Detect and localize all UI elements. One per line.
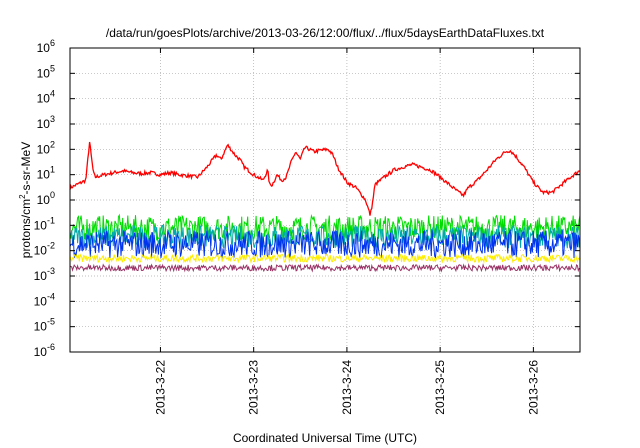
y-tick-label: 100 xyxy=(37,190,55,207)
y-tick-label: 10-4 xyxy=(34,291,55,308)
x-tick-label: 2013-3-23 xyxy=(247,360,261,415)
y-axis-label-sup: 2 xyxy=(18,194,27,199)
svg-text:protons/cm2-s-sr-MeV: protons/cm2-s-sr-MeV xyxy=(18,142,33,258)
y-axis-label-base: protons/cm xyxy=(19,199,33,258)
x-tick-label: 2013-3-22 xyxy=(153,360,167,415)
grid-layer xyxy=(70,48,580,352)
y-axis-label-rest: -s-sr-MeV xyxy=(19,142,33,195)
series-line-1 xyxy=(69,213,581,242)
series-line-4 xyxy=(69,252,581,265)
series-line-5 xyxy=(69,262,581,273)
y-tick-label: 102 xyxy=(37,139,55,156)
y-tick-label: 103 xyxy=(37,114,55,131)
x-tick-label: 2013-3-26 xyxy=(526,360,540,415)
series-line-0 xyxy=(69,141,581,216)
x-axis-label: Coordinated Universal Time (UTC) xyxy=(233,431,417,445)
x-tick-label: 2013-3-24 xyxy=(340,360,354,415)
y-tick-label: 10-2 xyxy=(34,241,55,258)
series-layer xyxy=(69,141,581,273)
y-tick-label: 104 xyxy=(37,89,55,106)
tick-layer: 106 105 104 103 102 101 100 10-1 10-2 10-3 10-4 10-… xyxy=(34,38,580,415)
y-tick-label: 10-5 xyxy=(34,317,55,334)
y-tick-label: 10-1 xyxy=(34,215,55,232)
y-tick-label: 101 xyxy=(37,165,55,182)
y-tick-label: 10-3 xyxy=(34,266,55,283)
chart-title: /data/run/goesPlots/archive/2013-03-26/1… xyxy=(106,26,545,40)
x-tick-label: 2013-3-25 xyxy=(433,360,447,415)
series-line-3 xyxy=(69,228,581,259)
y-tick-label: 106 xyxy=(37,38,55,55)
y-tick-label: 10-6 xyxy=(34,342,55,359)
y-axis-label: protons/cm2-s-sr-MeV xyxy=(18,142,33,258)
y-tick-label: 105 xyxy=(37,63,55,80)
